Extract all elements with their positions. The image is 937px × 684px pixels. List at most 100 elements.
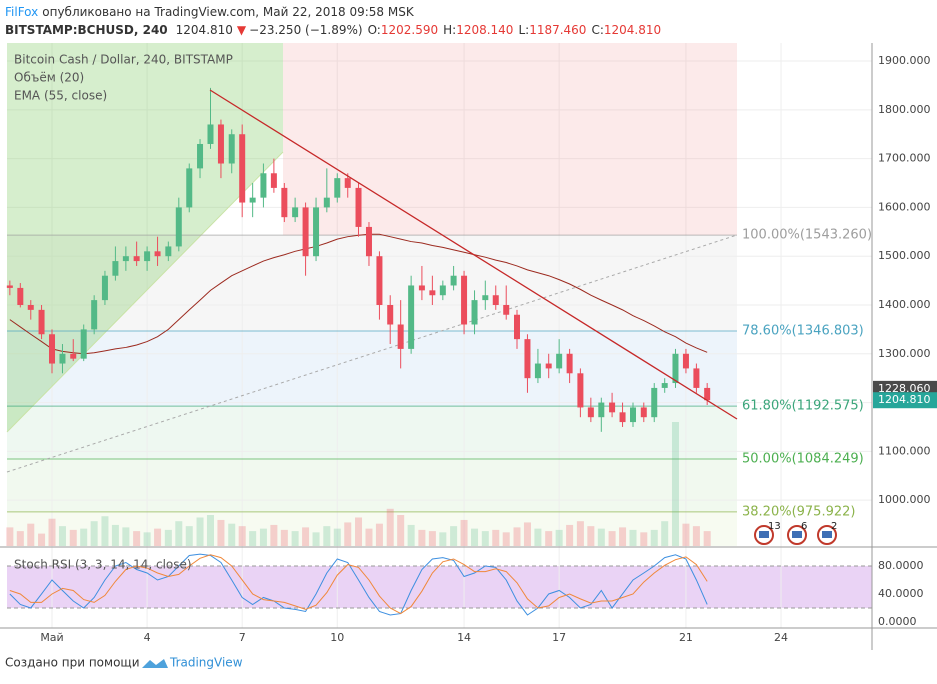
footer-brand[interactable]: TradingView bbox=[169, 656, 243, 670]
volume-bar bbox=[513, 527, 521, 546]
last-price: 1204.810 bbox=[176, 23, 233, 37]
x-tick-label: 21 bbox=[679, 631, 693, 644]
volume-bar bbox=[101, 516, 109, 546]
legend-title: Bitcoin Cash / Dollar, 240, BITSTAMP bbox=[14, 53, 233, 67]
header-line: FilFox опубликовано на TradingView.com, М… bbox=[5, 5, 415, 19]
short-zone bbox=[283, 43, 737, 236]
candle-body bbox=[587, 407, 594, 418]
candle-body bbox=[545, 363, 552, 369]
volume-bar bbox=[545, 531, 553, 546]
event-count: 2 bbox=[831, 521, 837, 532]
volume-bar bbox=[291, 531, 299, 546]
price-tag bbox=[873, 392, 937, 409]
volume-bar bbox=[375, 523, 383, 546]
volume-bar bbox=[650, 529, 658, 546]
volume-bar bbox=[58, 526, 66, 546]
candle-body bbox=[566, 353, 573, 374]
volume-bar bbox=[259, 528, 267, 546]
legend-stoch: Stoch RSI (3, 3, 14, 14, close) bbox=[14, 558, 192, 572]
candle-body bbox=[49, 334, 56, 364]
volume-bar bbox=[692, 526, 700, 546]
stoch-band bbox=[7, 565, 872, 608]
volume-bar bbox=[703, 531, 711, 546]
y-tick-label: 1500.000 bbox=[878, 249, 931, 262]
y-tick-label: 80.0000 bbox=[878, 559, 924, 572]
volume-bar bbox=[523, 522, 531, 546]
candle-body bbox=[503, 304, 510, 315]
candle-body bbox=[598, 402, 605, 418]
y-tick-label: 40.0000 bbox=[878, 587, 924, 600]
volume-bar bbox=[280, 529, 288, 546]
candle-body bbox=[80, 329, 87, 359]
y-tick-label: 1400.000 bbox=[878, 298, 931, 311]
candle-body bbox=[492, 295, 499, 305]
fib-label: 50.00%(1084.249) bbox=[742, 452, 864, 467]
candle-body bbox=[239, 134, 246, 203]
candle-body bbox=[70, 353, 77, 359]
candle-body bbox=[302, 207, 309, 257]
volume-bar bbox=[534, 528, 542, 546]
ohlc-value: 1202.590 bbox=[381, 23, 438, 37]
y-tick-label: 1100.000 bbox=[878, 444, 931, 457]
x-tick-label: 24 bbox=[774, 631, 788, 644]
volume-bar bbox=[407, 524, 415, 546]
candle-body bbox=[418, 285, 425, 291]
volume-bar bbox=[143, 532, 151, 546]
y-tick-label: 1700.000 bbox=[878, 152, 931, 165]
volume-bar bbox=[397, 515, 405, 546]
fib-label: 61.80%(1192.575) bbox=[742, 399, 864, 414]
volume-bar bbox=[238, 526, 246, 546]
volume-bar bbox=[428, 531, 436, 546]
candle-body bbox=[450, 275, 457, 286]
candle-body bbox=[619, 412, 626, 423]
fib-zone bbox=[7, 330, 737, 407]
fib-label: 100.00%(1543.260) bbox=[742, 228, 872, 243]
candle-body bbox=[693, 368, 700, 388]
candle-body bbox=[175, 207, 182, 247]
y-tick-label: 1800.000 bbox=[878, 103, 931, 116]
candle-body bbox=[260, 173, 267, 198]
fib-label: 78.60%(1346.803) bbox=[742, 323, 864, 338]
volume-bar bbox=[206, 515, 214, 546]
candle-body bbox=[344, 178, 351, 188]
volume-bar bbox=[640, 532, 648, 546]
candle-body bbox=[6, 285, 13, 288]
candle-body bbox=[122, 256, 129, 262]
volume-bar bbox=[597, 528, 605, 546]
candle-body bbox=[217, 124, 224, 164]
stoch-line bbox=[9, 554, 708, 615]
candle-body bbox=[534, 363, 541, 379]
x-tick-label: Май bbox=[40, 631, 63, 644]
event-count: 6 bbox=[801, 521, 807, 532]
volume-bar bbox=[555, 529, 563, 546]
event-flag bbox=[822, 531, 832, 538]
volume-bar bbox=[682, 523, 690, 546]
candle-body bbox=[609, 402, 616, 413]
x-tick-label: 10 bbox=[330, 631, 344, 644]
y-tick-label: 1300.000 bbox=[878, 347, 931, 360]
volume-bar bbox=[355, 517, 363, 546]
volume-bar bbox=[312, 532, 320, 546]
ohlc-label: O: bbox=[368, 23, 381, 37]
volume-bar bbox=[122, 527, 130, 546]
volume-bar bbox=[6, 527, 14, 546]
fib-zone bbox=[7, 459, 737, 512]
volume-bar bbox=[90, 521, 98, 546]
candle-body bbox=[144, 251, 151, 262]
price-tag-label: 1204.810 bbox=[878, 393, 931, 406]
zone-edge bbox=[6, 151, 284, 433]
candle-body bbox=[249, 197, 256, 203]
candle-body bbox=[513, 314, 520, 340]
candle-body bbox=[640, 407, 647, 418]
candle-body bbox=[133, 256, 140, 262]
candle-body bbox=[186, 168, 193, 208]
author: FilFox bbox=[5, 5, 38, 19]
legend-ema: EMA (55, close) bbox=[14, 89, 107, 103]
volume-bar bbox=[111, 524, 119, 546]
volume-bar bbox=[133, 531, 141, 546]
volume-bar bbox=[323, 526, 331, 546]
candle-body bbox=[323, 197, 330, 208]
volume-bar bbox=[386, 508, 394, 546]
candle-body bbox=[334, 178, 341, 198]
